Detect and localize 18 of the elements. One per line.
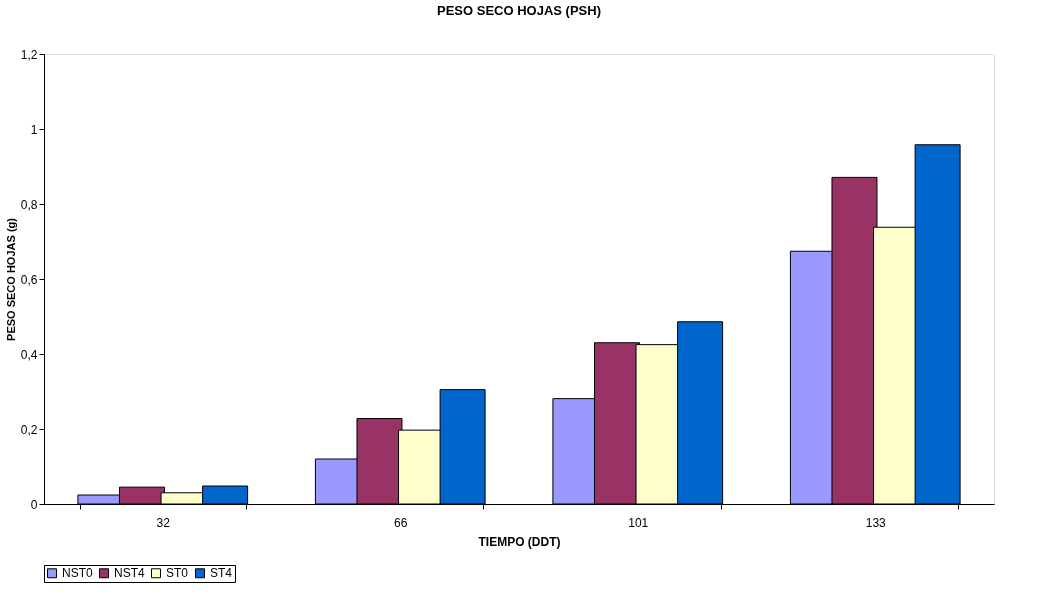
legend-label: ST4 (210, 566, 233, 581)
y-tick-label: 0,4 (20, 347, 38, 362)
y-tick-label: 0 (30, 497, 38, 512)
x-tick-label: 66 (394, 515, 408, 530)
x-tick-label: 133 (865, 515, 887, 530)
y-tick-label: 1 (30, 122, 38, 137)
legend-label: NST4 (114, 566, 145, 581)
legend-label: ST0 (166, 566, 189, 581)
chart-title: PESO SECO HOJAS (PSH) (437, 3, 601, 18)
y-tick-label: 0,6 (20, 272, 38, 287)
y-tick-label: 1,2 (20, 47, 38, 62)
legend-label: NST0 (62, 566, 93, 581)
y-axis-title: PESO SECO HOJAS (g) (4, 217, 17, 341)
x-tick-label: 101 (628, 515, 649, 530)
y-tick-label: 0,2 (20, 422, 38, 437)
x-tick-label: 32 (156, 515, 171, 530)
x-axis-title: TIEMPO (DDT) (478, 534, 561, 549)
y-tick-label: 0,8 (20, 197, 38, 212)
